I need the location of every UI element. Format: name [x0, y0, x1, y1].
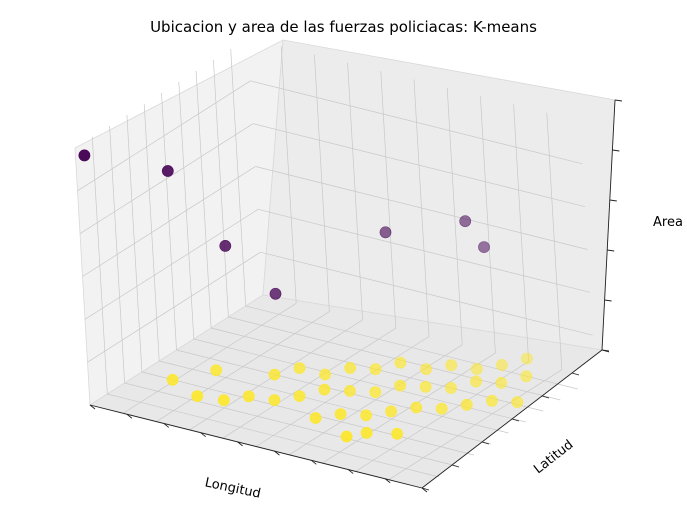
data-point-cluster-1	[495, 359, 508, 371]
data-point-cluster-1	[470, 363, 483, 375]
data-point-cluster-1	[410, 401, 423, 414]
data-point-cluster-0	[478, 241, 490, 253]
data-point-cluster-1	[166, 373, 179, 386]
data-point-cluster-1	[369, 386, 382, 398]
axis-ticks	[89, 99, 623, 493]
data-point-cluster-1	[394, 379, 407, 392]
data-point-cluster-1	[495, 376, 508, 389]
data-point-cluster-1	[470, 375, 482, 388]
data-point-cluster-0	[269, 287, 282, 300]
data-point-cluster-0	[219, 239, 232, 252]
data-point-cluster-1	[485, 394, 498, 407]
x-axis-label: Longitud	[203, 475, 262, 501]
data-point-cluster-1	[293, 362, 306, 374]
data-point-cluster-1	[511, 396, 524, 408]
data-point-cluster-1	[217, 394, 230, 407]
data-point-cluster-1	[319, 368, 331, 381]
data-point-cluster-1	[420, 363, 432, 375]
data-point-cluster-1	[268, 394, 281, 406]
data-point-cluster-1	[394, 356, 407, 369]
data-point-cluster-1	[445, 382, 457, 394]
data-point-cluster-1	[210, 364, 223, 377]
z-axis-label: Area	[653, 215, 683, 230]
data-point-cluster-0	[379, 226, 392, 239]
grid-lines	[77, 46, 593, 480]
data-point-cluster-1	[293, 390, 306, 402]
data-point-cluster-1	[419, 380, 432, 393]
data-point-cluster-1	[360, 426, 373, 439]
data-point-cluster-1	[268, 368, 281, 381]
chart-title: Ubicacion y area de las fuerzas policiac…	[150, 18, 537, 36]
data-point-cluster-1	[520, 370, 533, 383]
data-point-cluster-1	[242, 390, 255, 403]
data-point-cluster-1	[460, 398, 473, 411]
data-point-cluster-1	[344, 362, 356, 374]
data-point-cluster-0	[78, 149, 91, 162]
data-point-cluster-1	[191, 390, 204, 402]
data-points	[78, 149, 533, 443]
data-point-cluster-1	[334, 408, 347, 420]
data-point-cluster-1	[435, 402, 448, 415]
data-point-cluster-0	[459, 215, 472, 228]
data-point-cluster-1	[318, 383, 331, 396]
data-point-cluster-1	[385, 405, 397, 418]
data-point-cluster-1	[391, 427, 403, 440]
data-point-cluster-0	[161, 165, 174, 177]
data-point-cluster-1	[340, 430, 353, 443]
data-point-cluster-1	[309, 412, 322, 424]
data-point-cluster-1	[521, 352, 533, 365]
data-point-cluster-1	[343, 384, 356, 397]
data-point-cluster-1	[360, 409, 372, 422]
y-axis-label: Latitud	[531, 437, 576, 477]
data-point-cluster-1	[369, 363, 382, 376]
data-point-cluster-1	[445, 359, 458, 372]
